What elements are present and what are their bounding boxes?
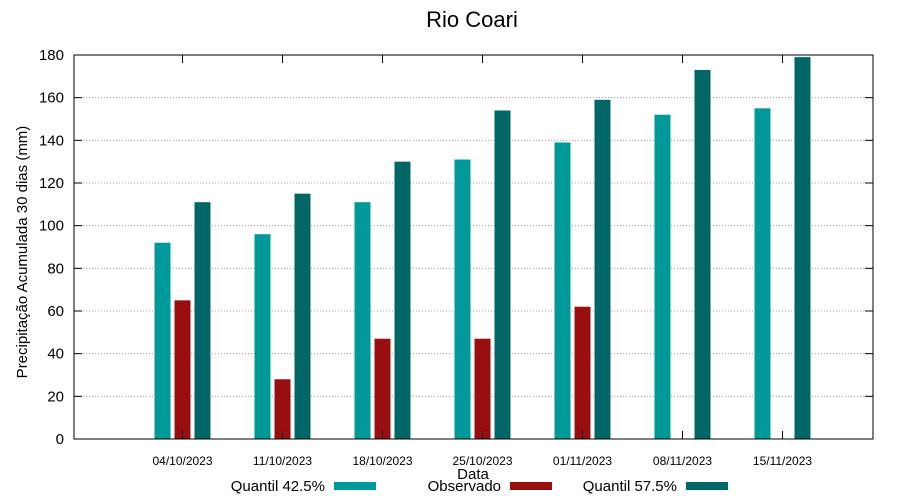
bar-quantil-42-5-4: [454, 159, 471, 440]
y-tick-label: 20: [47, 388, 64, 405]
y-tick-label: 0: [56, 431, 64, 448]
plot-frame: [73, 54, 874, 440]
y-tick-label: 180: [39, 47, 64, 64]
legend: Quantil 42.5% Observado Quantil 57.5%: [231, 478, 728, 495]
bar-observado-2: [274, 379, 291, 439]
y-tick-label: 140: [39, 132, 64, 149]
bar-quantil-42-5-1: [154, 242, 171, 439]
x-axis-ticks: 04/10/2023 11/10/2023 18/10/2023 25/10/2023…: [152, 55, 812, 468]
bars: [154, 57, 811, 440]
y-tick-label: 40: [47, 346, 64, 363]
bar-quantil-42-5-6: [654, 114, 671, 439]
x-tick-label: 15/11/2023: [753, 454, 812, 468]
bar-quantil-57-5-4: [494, 110, 511, 439]
bar-quantil-57-5-2: [294, 193, 311, 439]
bar-observado-5: [574, 306, 591, 439]
y-axis-label: Precipitação Acumulada 30 dias (mm): [14, 126, 31, 379]
y-axis-ticks: 0 20 40 60 80 100 120 140 160 180: [39, 47, 873, 448]
bar-quantil-57-5-6: [694, 69, 711, 439]
x-tick-label: 04/10/2023: [152, 454, 212, 468]
bar-observado-4: [474, 338, 491, 439]
bar-quantil-57-5-7: [794, 57, 811, 440]
bar-quantil-57-5-3: [394, 161, 411, 439]
bar-quantil-42-5-7: [754, 108, 771, 439]
y-tick-label: 160: [39, 90, 64, 107]
bar-quantil-57-5-1: [194, 202, 211, 439]
bar-observado-3: [374, 338, 391, 439]
y-tick-label: 80: [47, 260, 64, 277]
legend-swatch: [510, 482, 552, 490]
y-tick-label: 100: [39, 218, 64, 235]
bar-quantil-42-5-2: [254, 234, 271, 439]
bar-quantil-57-5-5: [594, 99, 611, 440]
x-tick-label: 25/10/2023: [452, 454, 512, 468]
chart-title: Rio Coari: [426, 7, 518, 32]
bar-quantil-42-5-5: [554, 142, 571, 439]
y-tick-label: 60: [47, 303, 64, 320]
bar-observado-1: [174, 300, 191, 439]
bar-quantil-42-5-3: [354, 202, 371, 439]
legend-swatch: [686, 482, 728, 490]
x-tick-label: 08/11/2023: [653, 454, 712, 468]
x-axis-label: Data: [457, 466, 489, 483]
y-tick-label: 120: [39, 175, 64, 192]
x-tick-label: 18/10/2023: [352, 454, 412, 468]
x-tick-label: 11/10/2023: [253, 454, 312, 468]
x-tick-label: 01/11/2023: [553, 454, 612, 468]
legend-label: Observado: [428, 478, 501, 495]
grid-lines: [74, 97, 873, 397]
legend-label: Quantil 42.5%: [231, 478, 325, 495]
legend-swatch: [334, 482, 376, 490]
legend-label: Quantil 57.5%: [583, 478, 677, 495]
